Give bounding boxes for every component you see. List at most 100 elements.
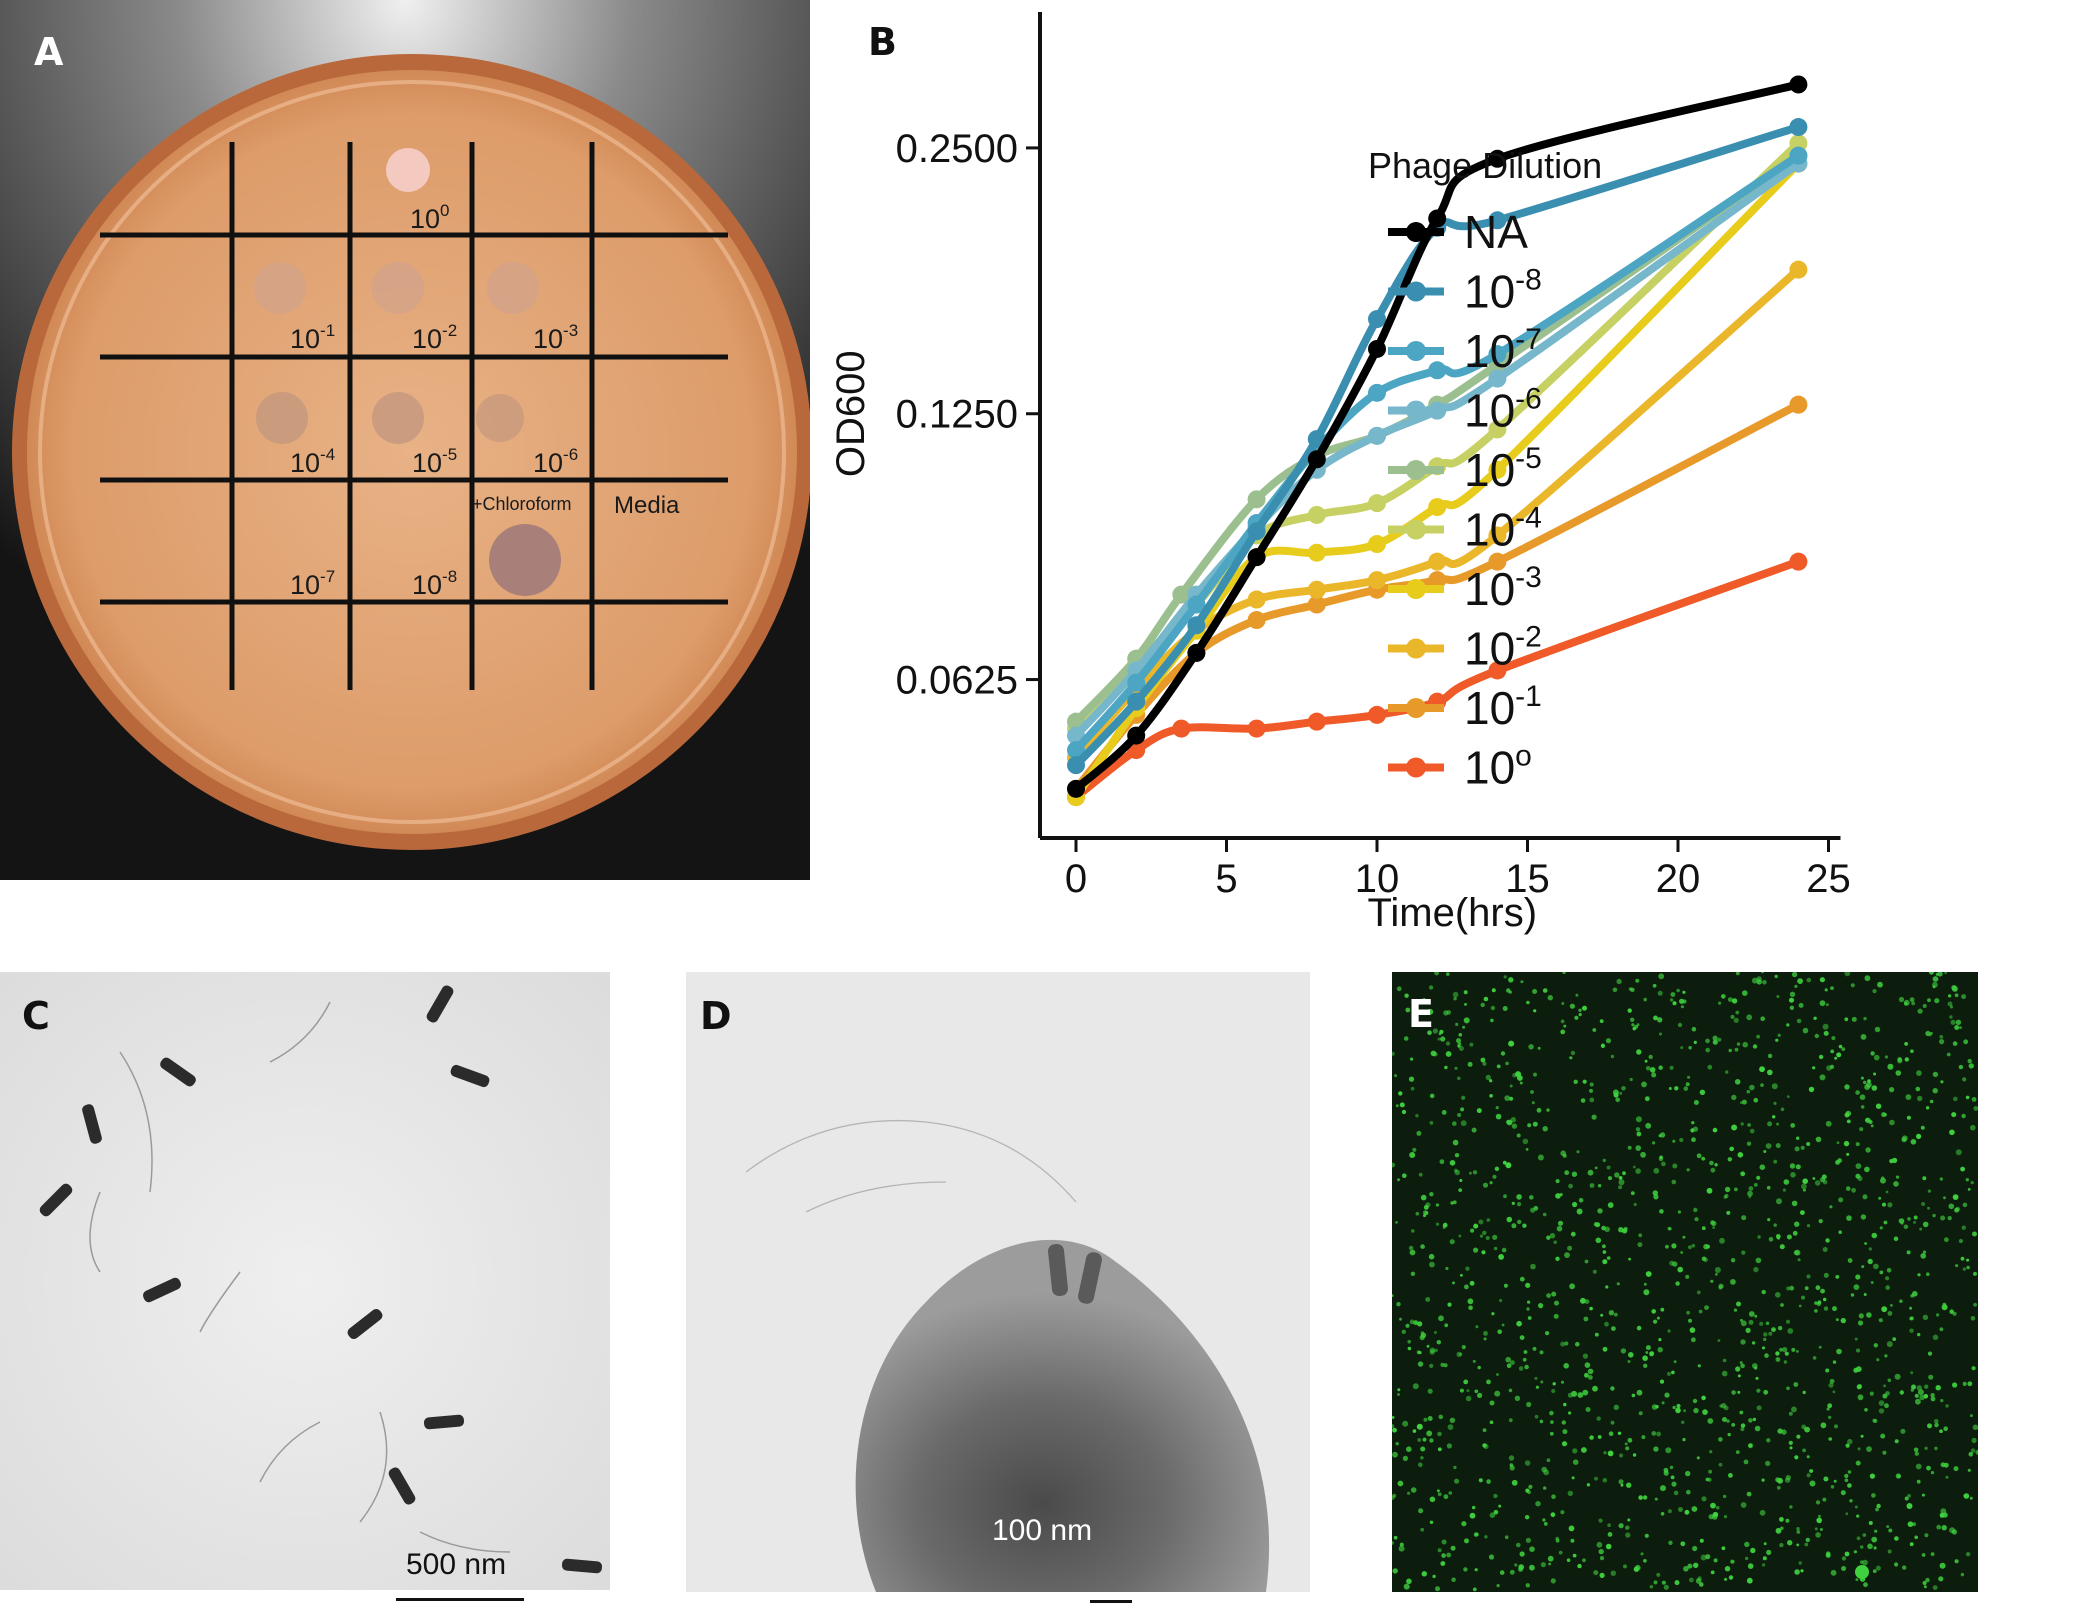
y-axis-title: OD600 [829, 350, 873, 477]
data-point [1247, 522, 1266, 541]
data-point [1368, 571, 1386, 590]
phage-particle [423, 1414, 465, 1430]
panel-e: E [1392, 972, 1978, 1592]
panel-d: D 100 nm [686, 972, 1310, 1592]
x-axis-title: Time(hrs) [1367, 891, 1537, 935]
plaque [372, 262, 424, 314]
series-line [1072, 80, 1803, 793]
data-point [1247, 590, 1266, 609]
series-line [1072, 151, 1803, 726]
legend-entry: 10-5 [1464, 442, 1542, 496]
data-point [1789, 260, 1808, 279]
plate-inner-edge [38, 80, 786, 824]
panel-a: 100 10-1 10-2 10-3 10-4 10-5 10-6 10-7 1… [0, 0, 810, 880]
data-point [1368, 310, 1386, 329]
data-point [1368, 494, 1386, 513]
data-point [1067, 756, 1085, 775]
phage-particle [1048, 1243, 1068, 1297]
panel-e-label: E [1408, 992, 1434, 1036]
x-tick-label: 0 [1065, 857, 1087, 901]
series-line [1072, 400, 1803, 793]
data-point [1067, 741, 1085, 760]
phage-particle [426, 985, 454, 1023]
data-point [1488, 149, 1507, 168]
plate-label-d5: 10-5 [412, 445, 457, 478]
x-tick-label: 20 [1656, 857, 1701, 901]
plaque [256, 392, 308, 444]
legend-swatch-point [1406, 519, 1426, 540]
data-point [1488, 552, 1507, 571]
data-point [1307, 580, 1326, 599]
panel-c: C 500 nm [0, 972, 610, 1590]
fluorescence-image [1392, 972, 1978, 1592]
scale-bar-label-c: 500 nm [406, 1548, 507, 1581]
series-line [1072, 557, 1803, 802]
legend-entry: 10-2 [1464, 621, 1542, 675]
x-tick-label: 5 [1215, 857, 1237, 901]
plaque [254, 262, 306, 314]
bacterial-cell [855, 1239, 1270, 1592]
data-point [1368, 383, 1386, 402]
plate-label-d3: 10-3 [533, 321, 578, 354]
data-point [1127, 673, 1146, 692]
plate-photo: 100 10-1 10-2 10-3 10-4 10-5 10-6 10-7 1… [0, 0, 810, 880]
plaque [386, 148, 430, 192]
plaque [489, 524, 561, 596]
data-point [1247, 611, 1266, 630]
legend-swatch-point [1406, 341, 1426, 361]
data-point [1488, 420, 1507, 439]
plate-grid [100, 142, 728, 690]
legend-swatch-point [1406, 638, 1426, 659]
legend-swatch-point [1406, 460, 1426, 480]
legend-entry: 10o [1464, 740, 1532, 794]
data-point [1307, 712, 1326, 731]
data-point [1247, 719, 1266, 738]
legend-swatch-point [1406, 281, 1426, 302]
legend-swatch-point [1406, 222, 1426, 242]
plate-label-d0: 100 [410, 201, 450, 234]
y-tick-label: 0.2500 [896, 127, 1018, 171]
scale-bar-d [1090, 1600, 1132, 1603]
legend-entry: 10-3 [1464, 561, 1542, 615]
phage-particle [142, 1277, 182, 1303]
legend-entry: 10-1 [1464, 680, 1542, 734]
data-point [1172, 585, 1191, 604]
data-point [1789, 75, 1808, 94]
legend-swatch-point [1406, 579, 1426, 599]
data-point [1488, 345, 1507, 364]
data-point [1488, 460, 1507, 479]
data-point [1127, 692, 1146, 711]
data-point [1488, 526, 1507, 545]
plate-agar [27, 70, 797, 834]
panel-d-label: D [700, 994, 732, 1038]
data-point [1187, 616, 1206, 635]
data-point [1247, 548, 1266, 567]
data-point [1368, 705, 1386, 724]
phage-particle [160, 1057, 196, 1087]
legend-entry: 10-7 [1464, 323, 1542, 377]
panel-a-label: A [34, 30, 64, 74]
plate-label-media: Media [614, 492, 680, 519]
legend-swatch-point [1406, 757, 1426, 778]
phage-particle [561, 1558, 603, 1574]
data-point [1187, 595, 1206, 614]
phage-particle [39, 1183, 73, 1217]
data-point [1488, 661, 1507, 680]
phage-particle [450, 1064, 490, 1088]
data-point [1789, 552, 1808, 571]
phage-particle [388, 1467, 416, 1505]
data-point [1368, 339, 1386, 358]
growth-chart: 0 5 10 15 20 25 0.0625 0.1250 0.2500 Time(hrs) OD6… [829, 12, 1851, 935]
plaque [372, 392, 424, 444]
data-point [1428, 209, 1447, 228]
series-line [1072, 265, 1803, 762]
y-tick-label: 0.1250 [896, 393, 1018, 437]
data-point [1307, 595, 1326, 614]
data-point [1247, 490, 1266, 509]
plate-label-d2: 10-2 [412, 321, 457, 354]
phage-particle [82, 1104, 102, 1144]
data-point [1428, 552, 1447, 571]
tem-image-c [0, 972, 610, 1590]
legend-entry: NA [1464, 206, 1528, 258]
data-point [1428, 361, 1447, 380]
